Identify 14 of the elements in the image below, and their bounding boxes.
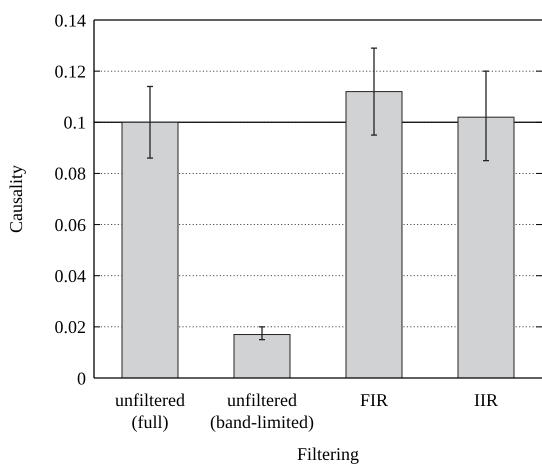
y-tick-label: 0 [77,368,86,388]
x-axis-title: Filtering [297,444,359,464]
x-tick-label: FIR [360,390,388,410]
y-tick-label: 0.06 [54,214,86,235]
y-tick-label: 0.14 [54,10,86,30]
x-tick-label: IIR [474,390,498,410]
y-tick-label: 0.02 [54,317,86,338]
x-tick-label: unfiltered (band-limited) [210,390,314,432]
x-tick-label: unfiltered (full) [115,390,185,432]
y-tick-label: 0.1 [64,112,86,133]
y-axis-title: Causality [6,165,26,233]
y-tick-label: 0.04 [54,266,86,286]
y-tick-label: 0.12 [54,61,86,82]
y-tick-label: 0.08 [54,164,86,184]
